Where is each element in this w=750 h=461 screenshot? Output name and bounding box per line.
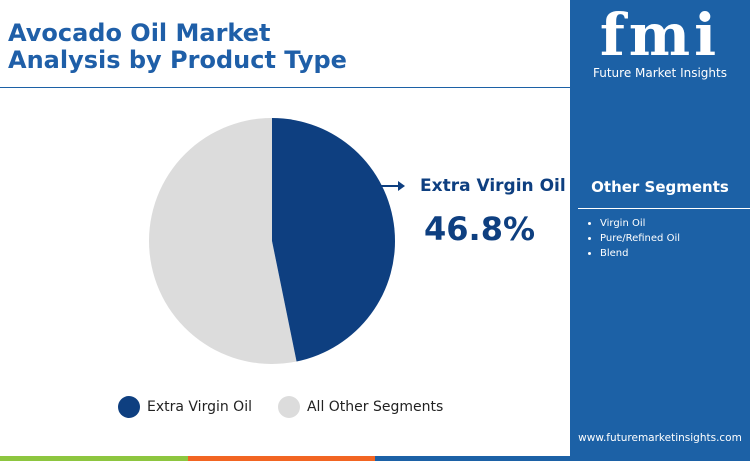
arrow-head xyxy=(398,181,405,191)
segment-item: Blend xyxy=(600,246,680,261)
chart-title: Avocado Oil Market Analysis by Product T… xyxy=(8,19,347,74)
legend-item: All Other Segments xyxy=(277,396,444,418)
divider xyxy=(0,87,570,88)
segment-item: Virgin Oil xyxy=(600,216,680,231)
pie-slice xyxy=(272,118,395,362)
legend-swatch xyxy=(277,396,300,418)
segment-list: Virgin OilPure/Refined OilBlend xyxy=(576,216,680,261)
chart: Extra Virgin Oil 46.8% xyxy=(148,118,566,365)
footer-strip xyxy=(0,456,750,461)
brand: Future Market Insights xyxy=(592,66,727,80)
slice-label: Extra Virgin Oil xyxy=(420,176,566,196)
legend-item: Extra Virgin Oil xyxy=(118,396,252,418)
legend-label: All Other Segments xyxy=(306,399,444,415)
logo: fmi xyxy=(599,1,721,69)
legend-swatch xyxy=(118,396,140,418)
value-label: 46.8% xyxy=(424,210,535,248)
website: www.futuremarketinsights.com xyxy=(578,432,742,444)
legend-label: Extra Virgin Oil xyxy=(147,399,252,415)
sidebar: fmi Future Market Insights Other Segment… xyxy=(570,0,750,456)
legend: Extra Virgin Oil All Other Segments xyxy=(118,396,443,418)
segment-item: Pure/Refined Oil xyxy=(600,231,680,246)
pie-slice xyxy=(148,118,297,365)
heading: Other Segments xyxy=(591,178,729,196)
rule xyxy=(578,208,750,209)
